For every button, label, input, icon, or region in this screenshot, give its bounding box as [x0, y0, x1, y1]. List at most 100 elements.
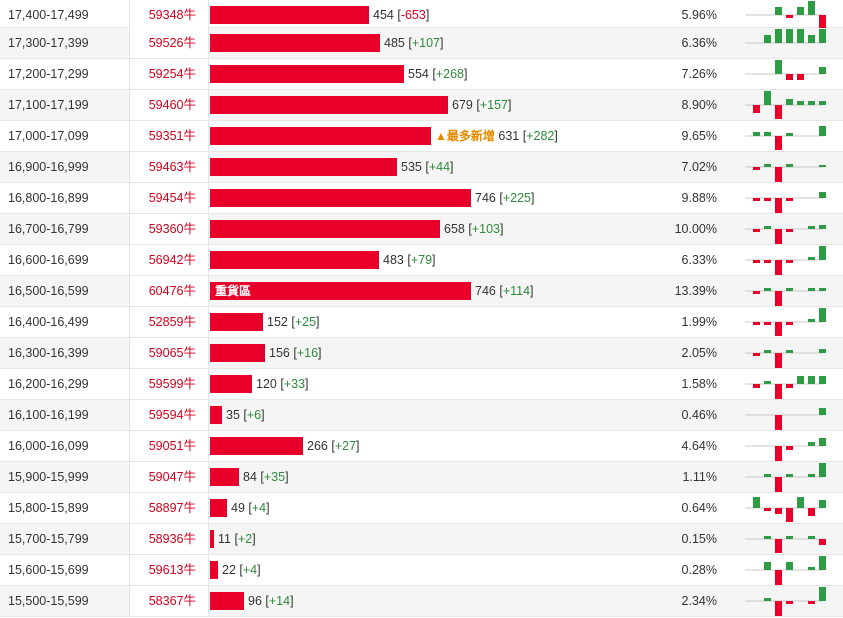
bull-position-value[interactable]: 58936牛 [148, 532, 196, 546]
table-row[interactable]: 15,600-15,699 59613牛 22 [+4] 0.28% [0, 555, 843, 586]
percentage-value: 8.90% [681, 98, 717, 112]
bull-position-value[interactable]: 59460牛 [148, 98, 196, 112]
position-cell: 59351牛 [129, 121, 209, 151]
table-row[interactable]: 15,900-15,999 59047牛 84 [+35] 1.11% [0, 462, 843, 493]
strike-range-label: 15,700-15,799 [8, 532, 89, 546]
table-row[interactable]: 16,500-16,599 60476牛 重貨區 746 [+114] 13.39% [0, 276, 843, 307]
percentage-value: 7.02% [681, 160, 717, 174]
bull-position-value[interactable]: 59599牛 [148, 377, 196, 391]
bull-position-value[interactable]: 52859牛 [148, 315, 196, 329]
bull-position-value[interactable]: 59351牛 [148, 129, 196, 143]
bull-position-value[interactable]: 59463牛 [148, 160, 196, 174]
bull-position-value[interactable]: 59360牛 [148, 222, 196, 236]
bull-position-value[interactable]: 59613牛 [148, 563, 196, 577]
volume-bar [210, 251, 379, 269]
volume-bar [210, 468, 239, 486]
bull-position-value[interactable]: 59594牛 [148, 408, 196, 422]
bull-position-value[interactable]: 59047牛 [148, 470, 196, 484]
strike-range-label: 15,600-15,699 [8, 563, 89, 577]
table-row[interactable]: 16,200-16,299 59599牛 120 [+33] 1.58% [0, 369, 843, 400]
bull-position-value[interactable]: 59348牛 [148, 8, 196, 22]
percentage-value: 1.11% [682, 470, 717, 484]
sparkline-bar-up [819, 101, 826, 105]
table-row[interactable]: 16,400-16,499 52859牛 152 [+25] 1.99% [0, 307, 843, 338]
position-cell: 52859牛 [129, 307, 209, 337]
sparkline-bar-down [808, 508, 815, 516]
volume-number: 152 [267, 315, 288, 329]
trend-sparkline [745, 438, 826, 461]
trend-sparkline [745, 164, 826, 182]
sparkline-bar-down [775, 570, 782, 585]
percentage-value: 10.00% [674, 222, 717, 236]
trend-sparkline [745, 29, 826, 44]
table-row[interactable]: 17,300-17,399 59526牛 485 [+107] 6.36% [0, 28, 843, 59]
volume-bar-area: 483 [+79] [210, 245, 660, 275]
bull-position-value[interactable]: 60476牛 [148, 284, 196, 298]
strike-range-label: 17,200-17,299 [8, 67, 89, 81]
table-row[interactable]: 17,000-17,099 59351牛 ▲最多新增 631 [+282] 9.65% [0, 121, 843, 152]
volume-value: 11 [+2] [218, 532, 256, 546]
bull-position-value[interactable]: 58367牛 [148, 594, 196, 608]
sparkline-bar-up [764, 288, 771, 291]
volume-number: 746 [475, 284, 496, 298]
sparkline-bar-up [775, 60, 782, 74]
position-cell: 59348牛 [129, 0, 209, 30]
trend-sparkline [745, 91, 826, 119]
table-row[interactable]: 16,600-16,699 56942牛 483 [+79] 6.33% [0, 245, 843, 276]
position-cell: 59594牛 [129, 400, 209, 430]
sparkline-bar-up [808, 319, 815, 322]
volume-number: 49 [231, 501, 245, 515]
bull-position-value[interactable]: 56942牛 [148, 253, 196, 267]
sparkline-bar-up [819, 126, 826, 136]
volume-value: 483 [+79] [383, 253, 436, 267]
bull-position-value[interactable]: 59051牛 [148, 439, 196, 453]
table-row[interactable]: 16,900-16,999 59463牛 535 [+44] 7.02% [0, 152, 843, 183]
sparkline-bar-up [797, 101, 804, 105]
sparkline-bar-up [753, 497, 760, 508]
volume-change: +4 [251, 501, 267, 515]
bull-position-value[interactable]: 59454牛 [148, 191, 196, 205]
table-row[interactable]: 15,800-15,899 58897牛 49 [+4] 0.64% [0, 493, 843, 524]
volume-number: 22 [222, 563, 236, 577]
percentage-value: 0.28% [681, 563, 717, 577]
bull-position-value[interactable]: 58897牛 [148, 501, 196, 515]
sparkline-bar-down [753, 260, 760, 263]
table-row[interactable]: 17,100-17,199 59460牛 679 [+157] 8.90% [0, 90, 843, 121]
sparkline-bar-up [786, 29, 793, 43]
sparkline-bar-up [764, 598, 771, 601]
trend-sparkline [745, 246, 826, 275]
volume-change: -653 [400, 8, 426, 22]
percentage-value: 13.39% [674, 284, 717, 298]
volume-value: 84 [+35] [243, 470, 289, 484]
table-row[interactable]: 15,500-15,599 58367牛 96 [+14] 2.34% [0, 586, 843, 617]
bull-position-value[interactable]: 59065牛 [148, 346, 196, 360]
volume-bar-area: 535 [+44] [210, 152, 660, 182]
volume-number: 554 [408, 67, 429, 81]
sparkline-bar-up [764, 562, 771, 570]
volume-change: +4 [242, 563, 258, 577]
strike-range-label: 16,800-16,899 [8, 191, 89, 205]
volume-bar-area: 454 [-653] [210, 0, 660, 30]
table-row[interactable]: 16,700-16,799 59360牛 658 [+103] 10.00% [0, 214, 843, 245]
table-row[interactable]: 16,800-16,899 59454牛 746 [+225] 9.88% [0, 183, 843, 214]
table-row[interactable]: 16,000-16,099 59051牛 266 [+27] 4.64% [0, 431, 843, 462]
volume-value: 152 [+25] [267, 315, 320, 329]
percentage-value: 2.34% [681, 594, 717, 608]
position-cell: 59065牛 [129, 338, 209, 368]
bull-position-value[interactable]: 59526牛 [148, 36, 196, 50]
sparkline-bar-up [797, 497, 804, 508]
percentage-value: 9.65% [681, 129, 717, 143]
volume-bar-area: 679 [+157] [210, 90, 660, 120]
sparkline-bar-up [819, 376, 826, 384]
trend-sparkline [745, 536, 826, 553]
table-row[interactable]: 16,100-16,199 59594牛 35 [+6] 0.46% [0, 400, 843, 431]
sparkline-bar-down [775, 508, 782, 514]
bull-position-value[interactable]: 59254牛 [148, 67, 196, 81]
sparkline-bar-down [786, 15, 793, 18]
table-row[interactable]: 16,300-16,399 59065牛 156 [+16] 2.05% [0, 338, 843, 369]
sparkline-bar-down [819, 539, 826, 545]
volume-value: 658 [+103] [444, 222, 504, 236]
table-row[interactable]: 17,200-17,299 59254牛 554 [+268] 7.26% [0, 59, 843, 90]
table-row[interactable]: 15,700-15,799 58936牛 11 [+2] 0.15% [0, 524, 843, 555]
table-row[interactable]: 17,400-17,499 59348牛 454 [-653] 5.96% [0, 0, 843, 30]
